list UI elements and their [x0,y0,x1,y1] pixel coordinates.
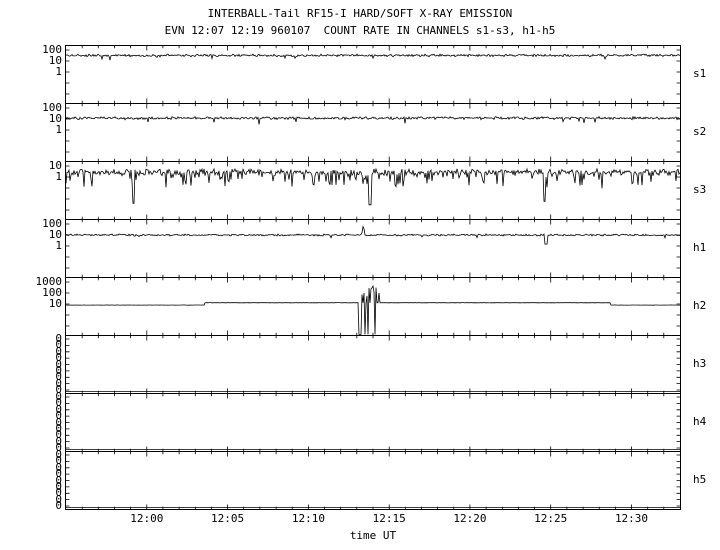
x-tick-label: 12:15 [372,512,406,525]
y-tick-label: 0 [55,383,62,396]
y-tick-label: 1 [55,239,62,252]
channel-label-s3: s3 [693,183,707,196]
y-tick-label: 1 [55,65,62,78]
channel-label-h5: h5 [693,473,707,486]
y-tick-label: 0 [55,441,62,454]
chart-title: INTERBALL-Tail RF15-I HARD/SOFT X-RAY EM… [207,7,513,20]
y-tick-label: 0 [55,338,62,352]
y-tick-label: 0 [55,499,62,512]
x-axis-tick-labels: 12:00 12:05 12:10 12:15 12:20 12:25 12:30 [66,512,680,526]
y-tick-label: 100 [42,101,62,114]
x-tick-label: 12:30 [614,512,649,525]
y-tick-label: 0 [55,390,62,403]
y-tick-label: 0 [55,454,62,468]
channel-label-s2: s2 [693,125,707,138]
y-tick-label: 0 [55,492,62,506]
y-tick-label: 10 [48,297,62,310]
channel-label-h2: h2 [693,299,707,312]
y-tick-label: 10 [48,54,62,67]
x-tick-label: 12:00 [130,512,164,525]
y-tick-label: 0 [55,402,62,416]
waveform-s3 [66,162,680,219]
y-tick-label: 0 [55,460,62,474]
y-tick-label: 0 [55,376,62,390]
panel-s3: s3 10 1 [49,160,706,220]
x-tick-label: 12:25 [534,512,568,525]
channel-label-h3: h3 [693,357,707,370]
y-tick-label: 0 [55,344,62,358]
y-tick-label: 0 [55,467,62,481]
y-tick-label: 1000 [35,275,63,288]
y-tick-label: 0 [55,473,62,487]
channel-label-s1: s1 [693,67,707,80]
x-tick-label: 12:05 [211,512,245,525]
channel-label-h1: h1 [693,241,707,254]
chart-subtitle: EVN 12:07 12:19 960107 COUNT RATE IN CHA… [164,24,556,37]
y-tick-label: 10 [48,159,62,172]
panel-h3: h3 0 0 0 0 0 0 0 0 0 [55,333,706,396]
y-tick-label: 0 [55,409,62,423]
waveform-h1 [66,220,680,277]
waveform-h5 [66,452,680,509]
y-tick-label: 100 [42,43,62,56]
y-tick-label: 0 [55,486,62,500]
waveform-h3 [66,336,680,393]
y-tick-label: 0 [55,396,62,410]
y-tick-label: 0 [55,370,62,384]
x-tick-label: 12:10 [291,512,325,525]
waveform-h4 [66,394,680,451]
waveform-s1 [66,46,680,103]
x-tick-label: 12:20 [453,512,487,525]
y-tick-label: 10 [48,112,62,125]
y-tick-label: 0 [55,421,62,435]
panel-h1: h1 100 10 1 [42,218,706,278]
y-tick-label: 1 [55,170,62,183]
waveform-h2 [66,278,680,335]
channel-label-h4: h4 [693,415,707,428]
panels-area: s1 100 10 1 s2 100 10 1 s3 10 1 h1 100 10 1 h2 1000 1… [36,44,707,512]
x-axis-title: time UT [349,529,397,542]
panel-s2: s2 100 10 1 [42,102,706,162]
y-tick-label: 0 [55,415,62,429]
y-tick-label: 0 [55,363,62,377]
panel-s1: s1 100 10 1 [42,44,706,104]
y-tick-label: 0 [55,428,62,442]
y-tick-label: 0 [55,434,62,448]
y-tick-label: 0 [55,357,62,371]
panel-h2: h2 1000 100 10 [36,276,706,336]
y-tick-label: 100 [42,217,62,230]
waveform-s2 [66,104,680,161]
y-tick-label: 10 [48,228,62,241]
y-tick-label: 0 [55,448,62,461]
y-tick-label: 0 [55,351,62,365]
panel-h5: h5 0 0 0 0 0 0 0 0 0 [55,449,706,512]
y-tick-label: 0 [55,479,62,493]
y-tick-label: 100 [42,286,62,299]
y-tick-label: 1 [55,123,62,136]
panel-h4: h4 0 0 0 0 0 0 0 0 0 [55,391,706,454]
y-tick-label: 0 [55,332,62,345]
